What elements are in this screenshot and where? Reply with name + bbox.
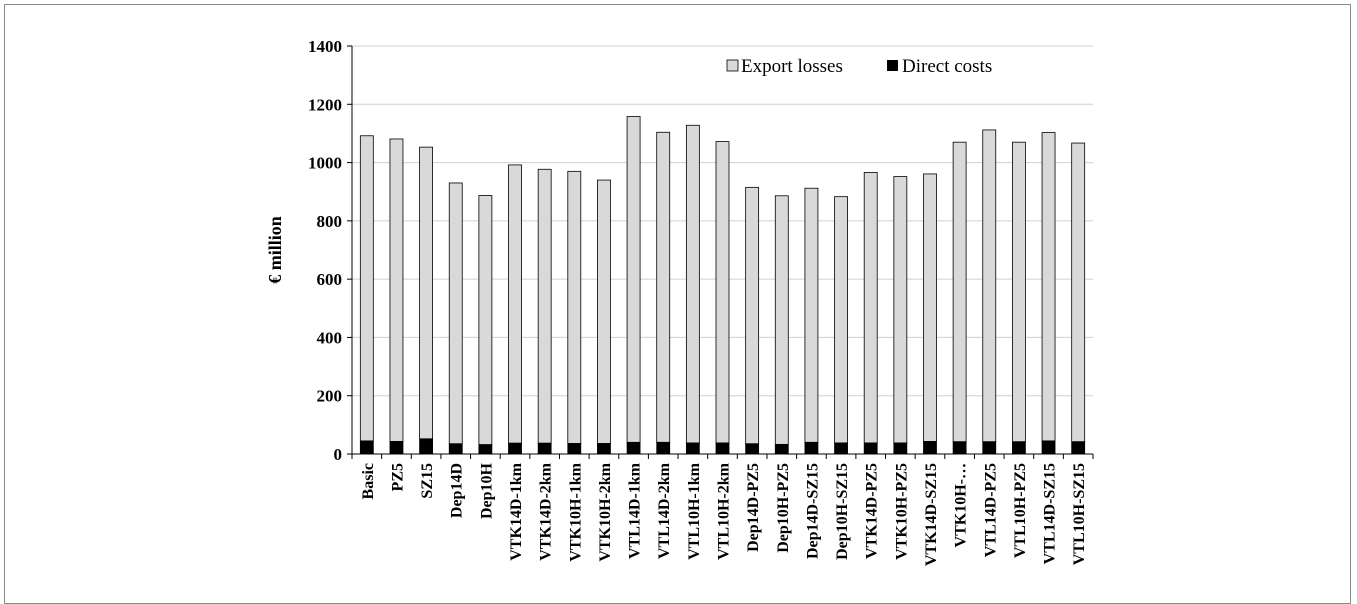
x-category-label: VTL10H-SZ15: [1071, 463, 1088, 565]
bar-direct-costs: [597, 443, 611, 455]
bar-direct-costs: [389, 441, 404, 455]
x-category-label: Dep10H-PZ5: [775, 463, 792, 553]
x-category-label: VTL14D-PZ5: [982, 463, 999, 557]
legend-swatch-export-losses: [726, 59, 739, 72]
bar-export-losses: [448, 182, 463, 445]
x-category-label: VTK14D-2km: [538, 462, 555, 560]
bars: [359, 116, 1086, 455]
legend-label-direct-costs: Direct costs: [902, 56, 992, 77]
bar-direct-costs: [1041, 440, 1056, 455]
bar-direct-costs: [685, 442, 700, 455]
bar-export-losses: [1041, 132, 1056, 442]
bar-export-losses: [478, 195, 493, 446]
x-category-label: VTL14D-1km: [627, 462, 644, 559]
x-category-label: PZ5: [389, 463, 406, 491]
bar-direct-costs: [1071, 441, 1086, 455]
bar-export-losses: [893, 176, 908, 444]
bar-direct-costs: [419, 438, 434, 455]
bar-export-losses: [1071, 142, 1086, 443]
x-category-label: Dep10H-SZ15: [834, 463, 851, 560]
x-category-label: VTK10H-PZ5: [893, 463, 910, 560]
bar-export-losses: [804, 187, 819, 443]
x-category-label: VTK14D-1km: [508, 462, 525, 560]
bar-direct-costs: [774, 443, 789, 455]
bar-direct-costs: [804, 441, 819, 455]
bar-direct-costs: [537, 442, 552, 455]
y-axis-title: € million: [265, 216, 285, 284]
bar-direct-costs: [1012, 441, 1026, 455]
legend-swatch-direct-costs: [887, 60, 898, 71]
x-category-label: VTL10H-1km: [686, 462, 703, 560]
bar-export-losses: [419, 146, 434, 440]
y-tick-label: 1200: [308, 95, 342, 114]
bar-export-losses: [834, 196, 848, 444]
x-category-label: Dep10H: [478, 462, 495, 519]
x-category-label: Dep14D-SZ15: [804, 463, 821, 559]
bar-direct-costs: [923, 441, 937, 455]
bar-export-losses: [626, 116, 641, 443]
x-category-label: SZ15: [419, 463, 436, 499]
bar-direct-costs: [626, 441, 641, 455]
x-category-label: VTK10H-1km: [567, 462, 584, 561]
bar-export-losses: [685, 124, 700, 444]
bar-direct-costs: [478, 444, 493, 455]
x-category-label: VTK14D-SZ15: [923, 463, 940, 566]
bar-direct-costs: [863, 442, 878, 455]
bar-export-losses: [715, 141, 730, 444]
bar-direct-costs: [448, 443, 463, 455]
x-category-label: Dep14D-PZ5: [745, 463, 762, 552]
bar-export-losses: [389, 138, 404, 442]
bar-export-losses: [863, 172, 878, 444]
bar-export-losses: [745, 186, 760, 445]
bar-direct-costs: [359, 440, 374, 455]
bar-export-losses: [567, 170, 582, 444]
bar-direct-costs: [656, 441, 671, 455]
x-category-label: VTK10H-…: [953, 463, 970, 547]
bar-export-losses: [952, 141, 967, 443]
bar-export-losses: [656, 131, 671, 443]
bar-export-losses: [359, 135, 374, 442]
y-tick-label: 1000: [308, 154, 342, 173]
bar-export-losses: [923, 173, 937, 442]
bar-export-losses: [597, 179, 611, 444]
bar-direct-costs: [715, 442, 730, 455]
x-category-label: VTL14D-SZ15: [1042, 463, 1059, 564]
x-category-label: Dep14D: [449, 463, 466, 518]
bar-direct-costs: [834, 442, 848, 455]
bar-direct-costs: [893, 442, 908, 455]
x-category-label: VTL10H-PZ5: [1012, 463, 1029, 558]
x-category-label: VTL14D-2km: [656, 462, 673, 559]
bar-export-losses: [774, 195, 789, 445]
bar-direct-costs: [952, 441, 967, 455]
bar-direct-costs: [508, 442, 522, 455]
bar-direct-costs: [745, 443, 760, 455]
axes: 0 200 400 600 800 1000 1200 1400 Basic PZ5 SZ15 Dep…: [308, 37, 1094, 566]
bar-export-losses: [537, 168, 552, 444]
bar-direct-costs: [567, 443, 582, 455]
bar-export-losses: [508, 164, 522, 444]
bar-direct-costs: [982, 441, 997, 455]
y-tick-label: 200: [317, 387, 343, 406]
y-tick-label: 0: [334, 445, 343, 464]
x-category-label: VTK14D-PZ5: [864, 463, 881, 559]
x-category-label: Basic: [360, 463, 377, 499]
y-tick-label: 400: [317, 328, 343, 347]
x-category-label: VTL10H-2km: [716, 462, 733, 560]
bar-export-losses: [1012, 141, 1026, 443]
y-tick-label: 600: [317, 270, 343, 289]
x-category-label: VTK10H-2km: [597, 462, 614, 561]
legend-label-export-losses: Export losses: [741, 56, 843, 77]
bar-export-losses: [982, 129, 997, 443]
y-tick-label: 800: [317, 212, 343, 231]
y-tick-label: 1400: [308, 37, 342, 56]
legend: Export losses Direct costs: [726, 56, 992, 77]
